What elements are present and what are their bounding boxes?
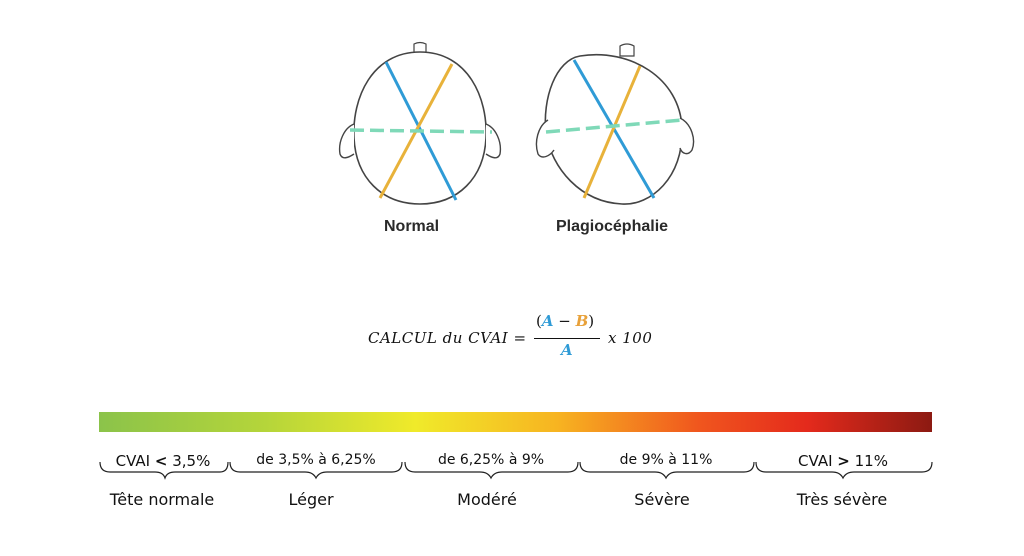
plagio-label: Plagiocéphalie bbox=[556, 218, 669, 235]
range-label-1: CVAI < 3,5% bbox=[115, 452, 211, 470]
brace-4 bbox=[579, 461, 755, 480]
severity-gradient-bar bbox=[99, 412, 932, 432]
range-label-3: de 6,25% à 9% bbox=[437, 452, 545, 468]
var-b: B bbox=[575, 312, 589, 330]
category-tres-severe: Très sévère bbox=[796, 490, 888, 509]
category-normal: Tête normale bbox=[109, 490, 215, 509]
severity-braces bbox=[99, 461, 933, 480]
cvai-formula: CALCUL du CVAI = (A − B) A x 100 bbox=[368, 312, 668, 362]
normal-label: Normal bbox=[384, 218, 440, 235]
normal-head-diagram bbox=[338, 41, 502, 205]
brace-5 bbox=[755, 461, 933, 480]
category-severe: Sévère bbox=[634, 490, 690, 509]
category-modere: Modéré bbox=[457, 490, 517, 509]
brace-1 bbox=[99, 461, 229, 480]
formula-numerator: (A − B) bbox=[536, 312, 595, 330]
range-label-2: de 3,5% à 6,25% bbox=[256, 452, 376, 468]
brace-2 bbox=[229, 461, 403, 480]
brace-3 bbox=[404, 461, 579, 480]
formula-denominator: A bbox=[561, 341, 573, 359]
category-leger: Léger bbox=[288, 490, 334, 509]
head-diagrams bbox=[338, 41, 695, 205]
fraction-bar bbox=[534, 338, 600, 339]
range-label-5: CVAI > 11% bbox=[798, 452, 888, 470]
range-label-4: de 9% à 11% bbox=[619, 452, 713, 468]
var-a: A bbox=[541, 312, 554, 330]
formula-suffix: x 100 bbox=[608, 329, 653, 347]
formula-prefix: CALCUL du CVAI = bbox=[368, 329, 527, 347]
plagio-head-diagram bbox=[535, 43, 695, 205]
